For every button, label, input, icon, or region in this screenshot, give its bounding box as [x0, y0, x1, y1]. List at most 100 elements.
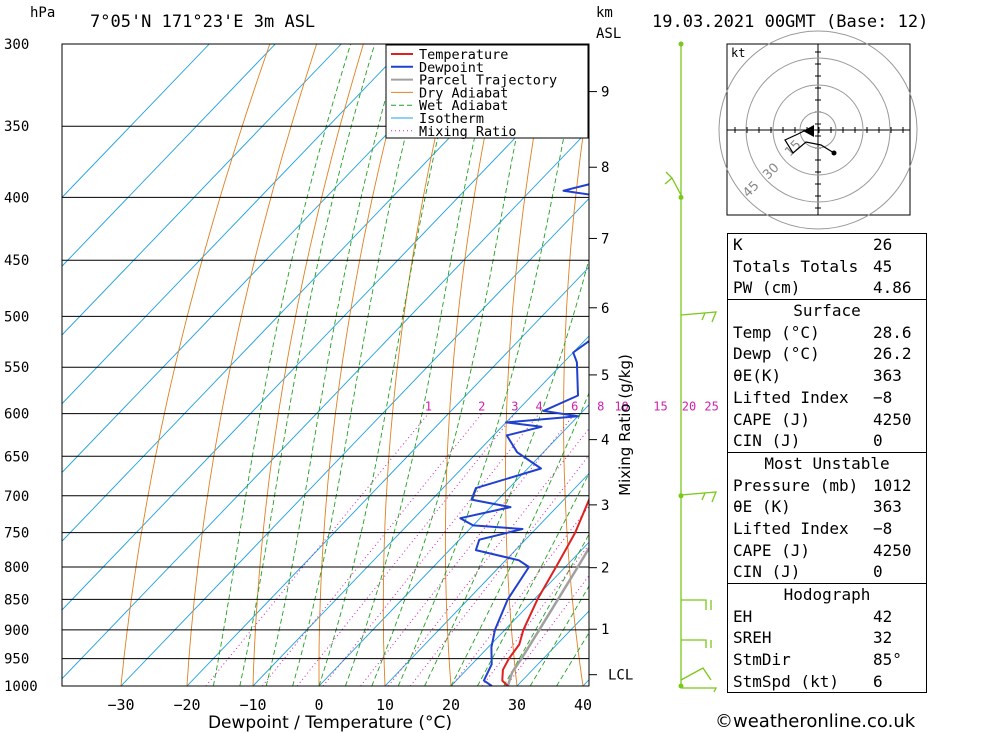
section-title: Most Unstable — [764, 453, 890, 473]
index-label: Totals Totals — [733, 256, 859, 276]
wet-adiabat-line — [503, 533, 589, 686]
height-tick-label: 9 — [601, 85, 609, 101]
hodograph-ring — [718, 30, 918, 230]
index-value: 32 — [873, 628, 893, 648]
mixing-ratio-label: 1 — [425, 400, 432, 414]
height-tick-label: 2 — [601, 561, 609, 577]
wind-barb — [680, 311, 717, 323]
index-table: K 26 Totals Totals 45 PW (cm) 4.86 Surface … — [727, 233, 927, 694]
isotherm-line — [62, 44, 408, 405]
index-value: 363 — [873, 366, 902, 386]
isotherm-line — [120, 197, 589, 686]
height-tick-label: 3 — [601, 498, 609, 514]
index-row: EH 42 — [728, 606, 926, 628]
mixing-ratio-label: 20 — [682, 400, 696, 414]
legend-label: Dry Adiabat — [419, 85, 508, 101]
index-value: 4.86 — [873, 278, 912, 298]
mixing-ratio-line — [410, 454, 589, 686]
pressure-tick-label: 1000 — [4, 679, 38, 695]
index-value: 0 — [873, 562, 883, 582]
pressure-tick-label: 350 — [4, 119, 29, 135]
temperature-line — [501, 497, 589, 686]
mixing-ratio-label: 15 — [653, 400, 667, 414]
index-value: 85° — [873, 650, 902, 670]
index-row-pw: PW (cm) 4.86 — [728, 277, 926, 299]
mixing-ratio-label: 8 — [597, 400, 604, 414]
section-title: Hodograph — [783, 585, 871, 604]
index-value: 42 — [873, 606, 893, 626]
mixing-ratio-line — [296, 413, 516, 686]
wet-adiabat-line — [424, 257, 589, 686]
index-label: StmSpd (kt) — [733, 671, 839, 691]
wind-barb — [680, 491, 717, 503]
index-row: SREH 32 — [728, 627, 926, 649]
index-row: θE (K) 363 — [728, 496, 926, 518]
index-label: θE(K) — [733, 366, 782, 386]
legend-label: Dewpoint — [419, 60, 484, 76]
dewpoint-line — [459, 82, 589, 686]
credit-link[interactable]: ©weatheronline.co.uk — [715, 711, 916, 732]
index-label: SREH — [733, 628, 772, 648]
pressure-tick-label: 950 — [4, 652, 29, 668]
pressure-tick-label: 400 — [4, 190, 29, 206]
isotherm-line — [186, 266, 589, 686]
legend-label: Mixing Ratio — [419, 124, 517, 140]
temperature-tick-label: 0 — [314, 696, 323, 714]
pressure-tick-label: 500 — [4, 309, 29, 325]
temperature-tick-label: 10 — [376, 696, 394, 714]
wet-adiabat-line — [397, 44, 583, 686]
pressure-tick-label: 900 — [4, 623, 29, 639]
plot-frame — [61, 43, 590, 687]
index-label: θE (K) — [733, 497, 791, 517]
surface-indices: Surface Temp (°C) 28.6 Dewp (°C) 26.2 θE(K… — [727, 299, 927, 452]
index-row: StmSpd (kt) 6 — [728, 671, 926, 693]
isotherm-line — [450, 541, 589, 686]
index-row-totals: Totals Totals 45 — [728, 256, 926, 278]
most-unstable-indices: Most Unstable Pressure (mb) 1012 θE (K) 36… — [727, 451, 927, 583]
index-label: PW (cm) — [733, 278, 801, 298]
index-label: K — [733, 235, 743, 254]
wind-barb — [681, 599, 712, 610]
wet-adiabat-line — [292, 44, 430, 686]
index-value: 4250 — [873, 409, 912, 429]
index-row: Dewp (°C) 26.2 — [728, 343, 926, 365]
index-value: 4250 — [873, 540, 912, 560]
height-tick-label: 8 — [601, 160, 609, 176]
isotherm-line — [62, 44, 474, 474]
index-row: StmDir 85° — [728, 649, 926, 671]
mixing-ratio-line — [205, 413, 429, 686]
height-tick-label: 1 — [601, 622, 609, 638]
wet-adiabat-line — [529, 585, 589, 686]
index-label: CAPE (J) — [733, 409, 811, 429]
index-row: CIN (J) 0 — [728, 430, 926, 452]
pressure-tick-label: 450 — [4, 253, 29, 269]
general-indices: K 26 Totals Totals 45 PW (cm) 4.86 — [727, 233, 927, 300]
wet-adiabat-line — [371, 44, 537, 686]
index-value: −8 — [873, 518, 893, 538]
index-row-k: K 26 — [728, 234, 926, 256]
height-tick-label: 7 — [601, 231, 609, 247]
mixing-ratio-label: 6 — [571, 400, 578, 414]
index-label: Lifted Index — [733, 518, 849, 538]
mixing-ratio-label: 4 — [536, 400, 543, 414]
mixing-ratio-line — [388, 427, 589, 686]
wind-barb — [664, 171, 682, 196]
index-label: Lifted Index — [733, 387, 849, 407]
hodograph-unit-label: kt — [731, 46, 745, 60]
index-label: CAPE (J) — [733, 540, 811, 560]
dry-adiabat-line — [318, 44, 411, 686]
mixing-ratio-label: 10 — [614, 400, 628, 414]
index-value: 0 — [873, 431, 883, 451]
pressure-tick-label: 700 — [4, 489, 29, 505]
datetime-title: 19.03.2021 00GMT (Base: 12) — [652, 12, 929, 32]
wind-barb — [681, 639, 712, 648]
section-title: Surface — [793, 301, 861, 321]
height-tick-label: 4 — [601, 433, 609, 449]
km-unit-label: km — [596, 5, 613, 21]
hodograph-ring — [799, 111, 837, 149]
isotherm-line — [318, 404, 589, 686]
index-value: 26.2 — [873, 344, 912, 364]
pressure-unit-label: hPa — [30, 5, 56, 21]
